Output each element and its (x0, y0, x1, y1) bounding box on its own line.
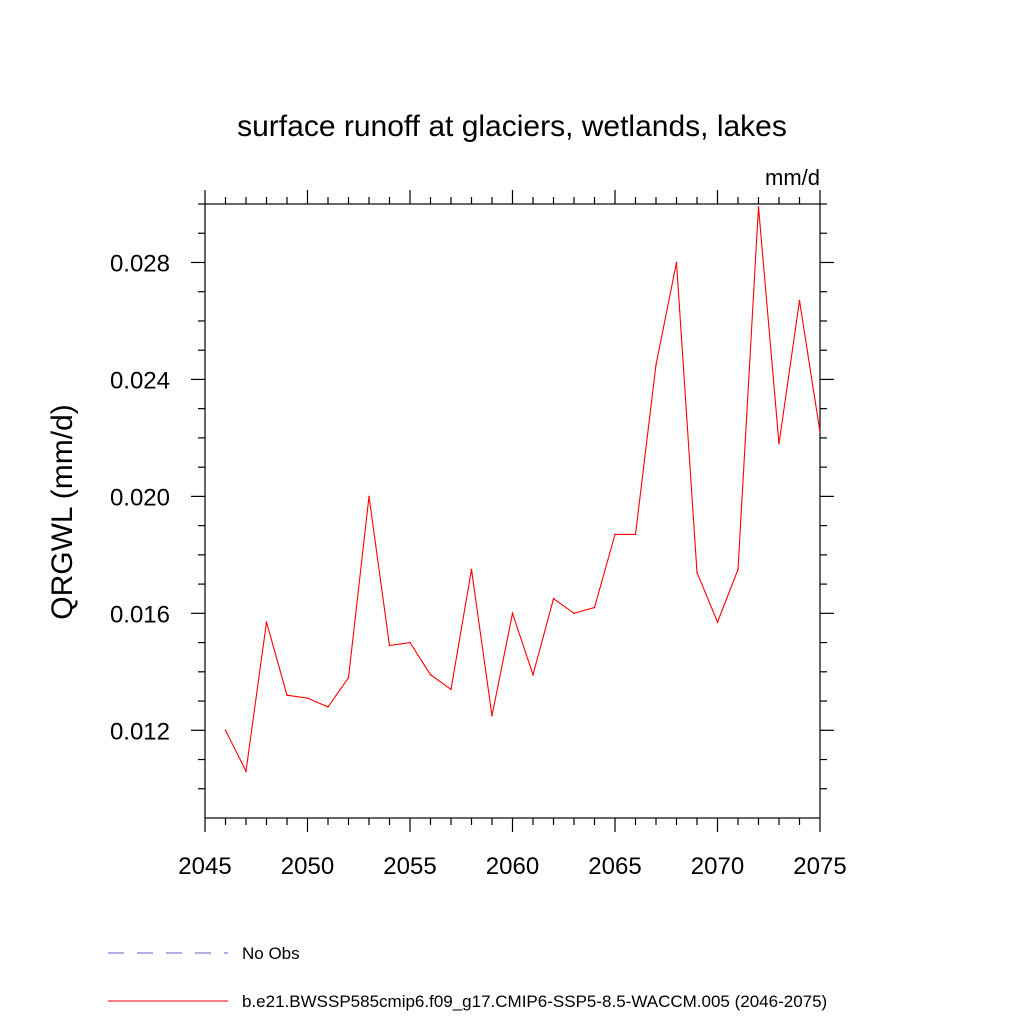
data-point (819, 431, 821, 433)
data-point (614, 533, 616, 536)
x-tick-labels: 2045 2050 2055 2060 2065 2070 2075 (178, 853, 846, 880)
data-point (306, 697, 309, 699)
legend-label-1: b.e21.BWSSP585cmip6.f09_g17.CMIP6-SSP5-8… (242, 992, 827, 1011)
x-tick-label: 2055 (383, 853, 436, 880)
data-point (245, 770, 247, 773)
y-tick-label: 0.024 (110, 367, 170, 394)
x-tick-label: 2065 (588, 853, 641, 880)
data-point (347, 676, 350, 679)
x-tick-label: 2050 (281, 853, 334, 880)
data-point (655, 364, 657, 366)
legend-label-0: No Obs (242, 944, 300, 963)
data-point (798, 299, 801, 302)
data-point (634, 533, 637, 536)
y-tick-labels: 0.012 0.016 0.020 0.024 0.028 (110, 250, 170, 745)
y-tick-label: 0.012 (110, 718, 170, 745)
series-group (224, 206, 821, 774)
axis-ticks (191, 190, 834, 832)
x-tick-label: 2070 (691, 853, 744, 880)
data-point (511, 612, 514, 615)
y-tick-label: 0.020 (110, 484, 170, 511)
data-point (286, 694, 288, 696)
data-point (593, 606, 596, 609)
data-point (368, 495, 370, 498)
units-label: mm/d (765, 165, 820, 190)
data-point (224, 729, 227, 732)
x-tick-label: 2075 (793, 853, 846, 880)
data-point (573, 612, 575, 615)
data-point (491, 714, 493, 717)
data-point (470, 568, 473, 571)
data-point (778, 442, 780, 445)
data-point (388, 644, 391, 647)
data-point (327, 706, 329, 708)
data-point (716, 621, 719, 623)
data-point (409, 641, 411, 644)
data-point (265, 621, 268, 623)
y-tick-label: 0.016 (110, 601, 170, 628)
data-point (757, 206, 760, 208)
data-point (675, 261, 678, 264)
legend: No Obs b.e21.BWSSP585cmip6.f09_g17.CMIP6-… (108, 944, 827, 1011)
y-tick-label: 0.028 (110, 250, 170, 277)
data-point (532, 673, 534, 676)
x-tick-label: 2045 (178, 853, 231, 880)
data-point (429, 673, 432, 676)
plot-frame (204, 203, 821, 819)
data-point (737, 568, 739, 571)
data-point (450, 688, 452, 691)
data-point (696, 571, 698, 574)
data-point (552, 597, 555, 600)
x-tick-label: 2060 (486, 853, 539, 880)
y-axis-label: QRGWL (mm/d) (46, 404, 79, 620)
series-line-0 (225, 206, 821, 774)
chart-title: surface runoff at glaciers, wetlands, la… (237, 110, 787, 143)
